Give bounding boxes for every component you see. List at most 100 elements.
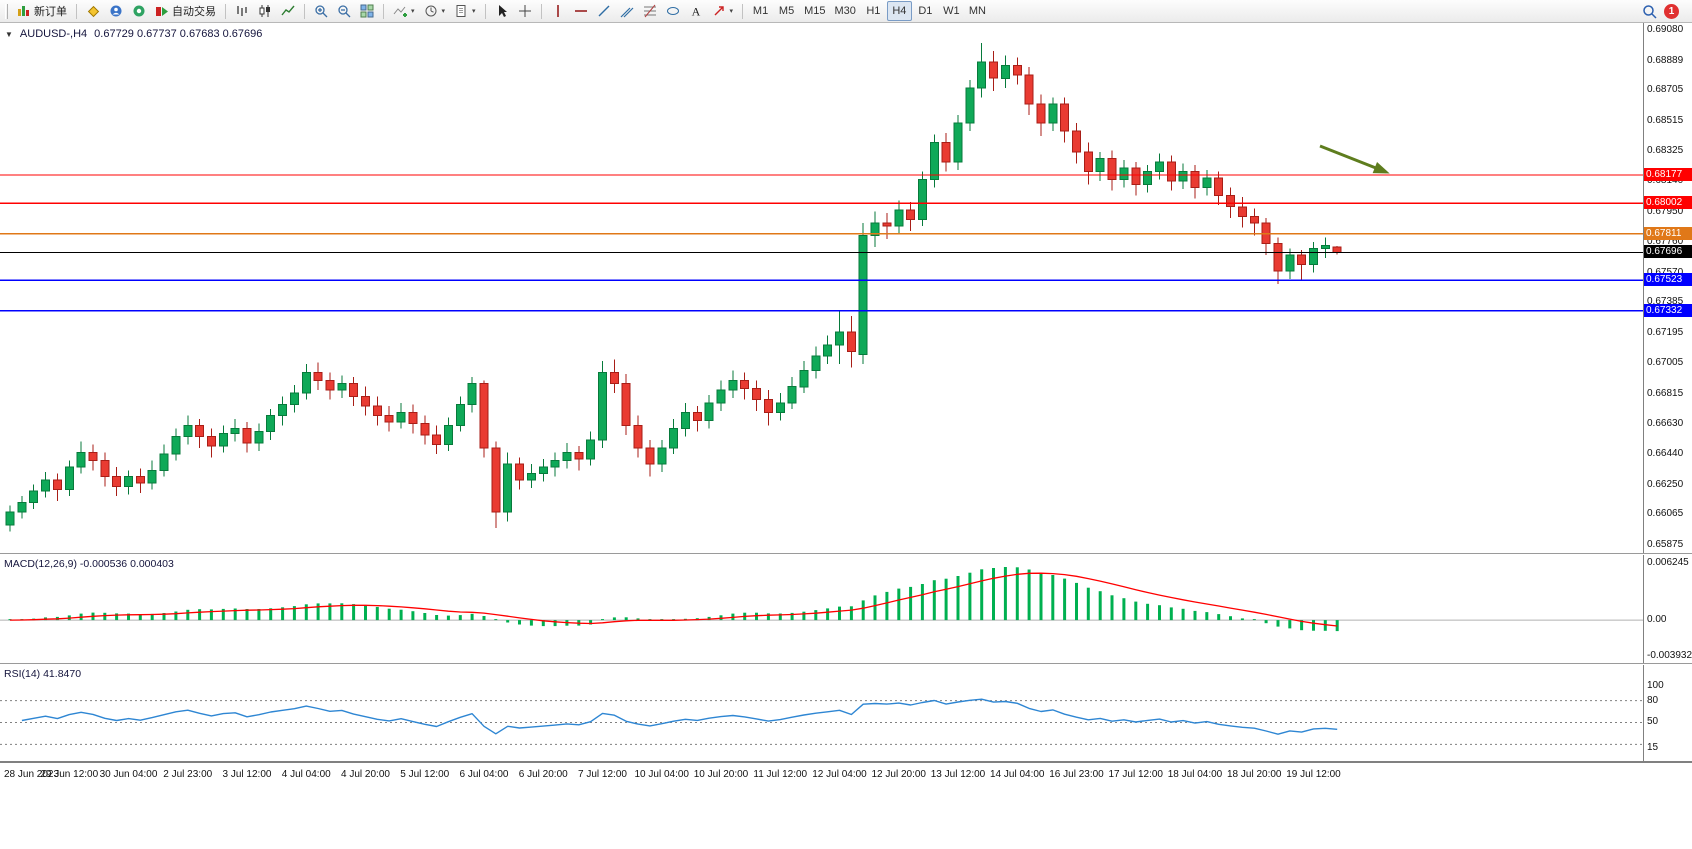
time-label: 4 Jul 04:00 xyxy=(281,769,331,780)
rsi-pane[interactable]: RSI(14) 41.8470 100 80 50 15 xyxy=(0,665,1692,762)
market-watch-button[interactable] xyxy=(105,1,127,21)
fibonacci-button[interactable] xyxy=(639,1,661,21)
horizontal-line-button[interactable] xyxy=(570,1,592,21)
timeframe-M5[interactable]: M5 xyxy=(774,1,799,21)
time-label: 18 Jul 04:00 xyxy=(1167,769,1223,780)
new-order-button[interactable]: 新订单 xyxy=(13,1,71,21)
ohlc-values: 0.67729 0.67737 0.67683 0.67696 xyxy=(94,28,263,40)
line-chart-button[interactable] xyxy=(277,1,299,21)
rsi-chart xyxy=(0,698,1643,745)
terminal-button[interactable] xyxy=(128,1,150,21)
candlestick-chart[interactable] xyxy=(0,23,1643,554)
search-button[interactable] xyxy=(1638,1,1661,21)
rsi-axis: 100 80 50 15 xyxy=(1643,665,1692,761)
zoom-in-button[interactable] xyxy=(310,1,332,21)
price-line-tag: 0.67811 xyxy=(1644,226,1692,240)
timeframe-M1[interactable]: M1 xyxy=(748,1,773,21)
time-label: 11 Jul 12:00 xyxy=(753,769,808,780)
trendline-button[interactable] xyxy=(593,1,615,21)
metaeditor-button[interactable] xyxy=(82,1,104,21)
notification-badge[interactable]: 1 xyxy=(1664,3,1679,19)
time-label: 19 Jul 12:00 xyxy=(1286,769,1341,780)
price-line-tag: 0.67332 xyxy=(1644,303,1692,317)
macd-tick: -0.003932 xyxy=(1647,650,1692,661)
svg-text:A: A xyxy=(691,5,700,19)
horizontal-line-icon xyxy=(574,4,588,18)
separator xyxy=(76,3,77,19)
price-tick: 0.68325 xyxy=(1647,145,1684,157)
price-tick: 0.69080 xyxy=(1647,24,1684,35)
macd-tick: 0.006245 xyxy=(1647,557,1689,568)
channel-button[interactable] xyxy=(616,1,638,21)
collapse-icon[interactable]: ▼ xyxy=(5,29,13,39)
price-tick: 0.68889 xyxy=(1647,54,1684,66)
price-tick: 0.66250 xyxy=(1647,478,1684,490)
periods-button[interactable]: ▾ xyxy=(420,1,450,21)
zoom-in-icon xyxy=(314,4,328,18)
time-axis[interactable]: 28 Jun 2023 29 Jun 12:00 30 Jun 04:00 2 Jul… xyxy=(0,762,1692,788)
crosshair-button[interactable] xyxy=(514,1,536,21)
template-icon xyxy=(454,4,468,18)
price-tick: 0.67950 xyxy=(1647,205,1684,217)
time-label: 28 Jun 2023 xyxy=(4,769,60,780)
price-line-tag: 0.67696 xyxy=(1644,245,1692,259)
timeframe-H1[interactable]: H1 xyxy=(861,1,886,21)
templates-button[interactable]: ▾ xyxy=(450,1,480,21)
channel-icon xyxy=(620,4,634,18)
tile-windows-icon xyxy=(360,4,374,18)
toolbar-grip[interactable] xyxy=(5,3,8,19)
timeframe-H4[interactable]: H4 xyxy=(886,1,912,21)
timeframe-W1[interactable]: W1 xyxy=(939,1,964,21)
search-icon xyxy=(1642,4,1657,19)
bar-chart-button[interactable] xyxy=(231,1,253,21)
autotrading-label: 自动交易 xyxy=(172,6,216,18)
price-chart-pane[interactable]: ▼ AUDUSD-,H4 0.67729 0.67737 0.67683 0.6… xyxy=(0,23,1692,554)
arrows-button[interactable]: ▾ xyxy=(708,1,738,21)
time-label: 13 Jul 12:00 xyxy=(930,769,986,780)
price-tick: 0.66630 xyxy=(1647,417,1684,429)
time-label: 10 Jul 04:00 xyxy=(634,769,690,780)
indicators-button[interactable]: ▾ xyxy=(389,1,419,21)
market-watch-icon xyxy=(109,4,123,18)
new-order-label: 新订单 xyxy=(34,6,67,18)
text-button[interactable]: A xyxy=(685,1,707,21)
price-tick: 0.68515 xyxy=(1647,114,1684,126)
crosshair-icon xyxy=(518,4,532,18)
separator xyxy=(484,3,486,19)
time-label: 3 Jul 12:00 xyxy=(222,769,272,780)
price-tick: 0.67760 xyxy=(1647,236,1684,248)
timeframe-D1[interactable]: D1 xyxy=(913,1,938,21)
time-label: 6 Jul 04:00 xyxy=(459,769,509,780)
zoom-out-button[interactable] xyxy=(333,1,355,21)
separator xyxy=(540,3,542,19)
macd-axis: 0.006245 0.00 -0.003932 xyxy=(1643,555,1692,663)
timeframe-M15[interactable]: M15 xyxy=(800,1,829,21)
macd-pane[interactable]: MACD(12,26,9) -0.000536 0.000403 0.00624… xyxy=(0,555,1692,664)
rsi-tick: 15 xyxy=(1647,742,1659,753)
timeframe-M30[interactable]: M30 xyxy=(830,1,859,21)
text-icon: A xyxy=(689,4,703,19)
chevron-down-icon: ▾ xyxy=(729,7,734,15)
time-label: 12 Jul 04:00 xyxy=(812,769,867,780)
shapes-icon xyxy=(666,4,680,18)
vertical-line-button[interactable] xyxy=(547,1,569,21)
autotrading-button[interactable]: 自动交易 xyxy=(151,1,220,21)
time-label: 16 Jul 23:00 xyxy=(1049,769,1104,780)
chevron-down-icon: ▾ xyxy=(441,7,446,15)
price-line-tag: 0.68002 xyxy=(1644,196,1692,210)
trendline-icon xyxy=(597,4,611,18)
indicators-icon xyxy=(393,4,407,18)
time-label: 6 Jul 20:00 xyxy=(518,769,568,780)
shapes-button[interactable] xyxy=(662,1,684,21)
rsi-tick: 50 xyxy=(1647,716,1659,728)
timeframe-MN[interactable]: MN xyxy=(965,1,990,21)
trend-arrow-annotation xyxy=(1319,144,1390,174)
cursor-button[interactable] xyxy=(491,1,513,21)
tile-windows-button[interactable] xyxy=(356,1,378,21)
candlestick-chart-button[interactable] xyxy=(254,1,276,21)
terminal-icon xyxy=(132,4,146,18)
rsi-label: RSI(14) 41.8470 xyxy=(4,668,82,680)
macd-chart xyxy=(0,567,1643,632)
price-axis[interactable]: 0.69080 0.68889 0.68705 0.68515 0.68325 0.681… xyxy=(1643,23,1692,553)
